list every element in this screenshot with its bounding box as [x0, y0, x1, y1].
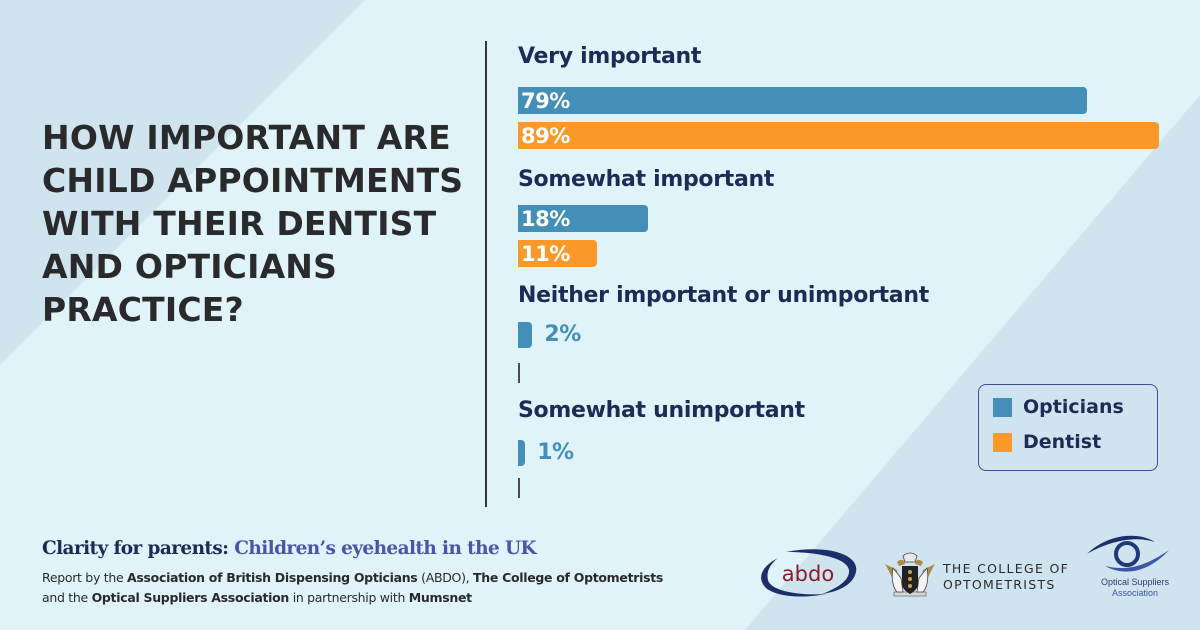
legend-label: Opticians: [1023, 396, 1124, 418]
credits-text: (ABDO),: [417, 570, 474, 585]
bar-value-label: 79%: [521, 88, 570, 113]
headline-line: CHILD APPOINTMENTS: [42, 161, 464, 200]
vertical-divider: [485, 41, 487, 507]
abdo-logo-text: abdo: [782, 562, 834, 586]
credits-text: Report by the: [42, 570, 128, 585]
headline-line: HOW IMPORTANT ARE: [42, 118, 451, 157]
headline-line: AND OPTICIANS: [42, 247, 338, 286]
osa-logo-line1: Optical Suppliers: [1100, 577, 1170, 587]
report-credits: Report by the Association of British Dis…: [42, 568, 742, 608]
headline: HOW IMPORTANT ARE CHILD APPOINTMENTS WIT…: [42, 116, 464, 331]
osa-eye-logo-icon: [1087, 535, 1169, 572]
bar-value-label: 89%: [521, 123, 570, 148]
category-label-very-important: Very important: [518, 44, 702, 69]
bar-opticians-somewhat-unimportant: [518, 440, 526, 466]
credits-org-college: The College of Optometrists: [473, 570, 664, 585]
college-logo-line1: THE COLLEGE OF: [943, 561, 1070, 576]
college-logo-line2: OPTOMETRISTS: [943, 577, 1056, 592]
bar-opticians-neither: [518, 322, 533, 348]
legend-swatch-dentist: [993, 432, 1012, 452]
bar-value-label-opticians-neither: 2%: [544, 322, 581, 347]
report-title-part1: Clarity for parents:: [42, 538, 229, 559]
category-label-somewhat-important: Somewhat important: [518, 167, 775, 192]
osa-logo-text: Optical Suppliers Association: [1075, 577, 1195, 599]
legend-label: Dentist: [1023, 431, 1102, 453]
legend-item-opticians: Opticians: [993, 396, 1124, 418]
bar-opticians-somewhat-important: 18%: [518, 205, 648, 232]
credits-org-mumsnet: Mumsnet: [408, 590, 472, 605]
credits-org-abdo: Association of British Dispensing Optici…: [127, 570, 418, 585]
headline-line: PRACTICE?: [42, 290, 244, 329]
credits-text: and the: [42, 590, 92, 605]
abdo-logo: abdo: [761, 549, 857, 597]
bar-dentist-somewhat-unimportant-zero: [518, 478, 520, 498]
report-title-part2: Children’s eyehealth in the UK: [234, 538, 536, 559]
headline-line: WITH THEIR DENTIST: [42, 204, 437, 243]
bar-opticians-very-important: 79%: [518, 87, 1087, 114]
bar-dentist-very-important: 89%: [518, 122, 1159, 149]
chart-legend: Opticians Dentist: [978, 384, 1158, 471]
legend-item-dentist: Dentist: [993, 431, 1101, 453]
category-label-somewhat-unimportant: Somewhat unimportant: [518, 398, 805, 423]
bar-dentist-somewhat-important: 11%: [518, 240, 598, 267]
report-title: Clarity for parents: Children’s eyehealt…: [42, 538, 537, 559]
college-logo-text: THE COLLEGE OF OPTOMETRISTS: [943, 561, 1069, 593]
college-crest-icon: [885, 552, 935, 597]
category-label-neither: Neither important or unimportant: [518, 283, 929, 308]
bar-dentist-neither-zero: [518, 363, 520, 383]
osa-logo-line2: Association: [1111, 588, 1159, 598]
credits-text: in partnership with: [289, 590, 409, 605]
bar-value-label-opticians-somewhat-unimportant: 1%: [537, 440, 574, 465]
bar-value-label: 11%: [521, 241, 570, 266]
bar-value-label: 18%: [521, 206, 570, 231]
legend-swatch-opticians: [993, 397, 1012, 417]
credits-org-osa: Optical Suppliers Association: [91, 590, 290, 605]
